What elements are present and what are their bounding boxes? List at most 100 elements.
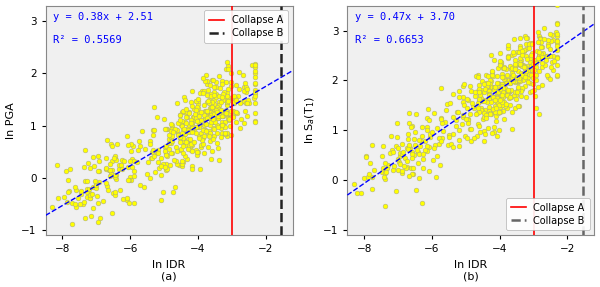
Point — [173, 101, 182, 105]
Point — [240, 109, 250, 114]
Point — [411, 187, 421, 192]
Point — [521, 54, 531, 58]
Point — [443, 142, 452, 147]
Point — [209, 116, 218, 120]
Point — [218, 110, 228, 114]
Point — [85, 166, 95, 170]
Point — [499, 77, 509, 82]
Point — [124, 178, 133, 182]
Point — [496, 86, 505, 91]
Point — [213, 114, 223, 118]
Point — [209, 84, 219, 89]
Point — [239, 98, 248, 103]
Point — [407, 125, 416, 130]
Point — [78, 201, 88, 206]
Point — [413, 160, 422, 165]
Point — [553, 22, 562, 26]
Point — [514, 50, 523, 54]
Point — [485, 111, 494, 116]
Point — [149, 105, 159, 110]
Point — [194, 114, 204, 118]
Point — [529, 70, 538, 74]
Point — [435, 162, 445, 167]
Point — [499, 66, 508, 71]
Point — [481, 112, 491, 117]
Point — [210, 119, 220, 124]
Point — [484, 88, 494, 93]
Point — [385, 150, 395, 155]
Point — [191, 99, 201, 103]
Point — [202, 100, 211, 104]
Point — [535, 40, 544, 45]
Point — [223, 64, 233, 69]
Point — [414, 176, 424, 181]
Point — [386, 134, 395, 139]
Point — [551, 30, 561, 34]
Point — [106, 171, 116, 176]
Point — [110, 154, 120, 159]
Point — [490, 103, 499, 108]
Point — [126, 178, 136, 183]
Point — [222, 90, 232, 95]
Point — [194, 119, 203, 123]
Point — [388, 150, 398, 154]
Point — [521, 42, 530, 46]
Point — [438, 128, 448, 133]
Point — [493, 95, 502, 99]
Point — [71, 188, 80, 193]
Point — [515, 36, 525, 41]
Point — [184, 136, 193, 141]
Point — [209, 98, 218, 102]
Point — [215, 111, 224, 116]
Point — [221, 119, 230, 124]
Point — [65, 167, 74, 172]
Point — [200, 79, 210, 84]
Point — [91, 178, 100, 183]
Point — [232, 82, 241, 87]
Point — [512, 76, 521, 81]
Point — [523, 64, 532, 69]
Point — [190, 106, 199, 111]
Point — [536, 40, 546, 44]
Point — [481, 80, 491, 85]
Point — [542, 54, 552, 59]
Point — [61, 168, 70, 173]
Point — [242, 87, 252, 91]
Point — [503, 89, 513, 93]
Point — [226, 79, 235, 84]
Point — [507, 77, 517, 82]
Point — [378, 166, 388, 170]
Point — [205, 123, 215, 127]
Point — [397, 152, 407, 156]
Point — [454, 144, 463, 149]
Point — [432, 153, 442, 158]
Point — [494, 99, 504, 103]
Point — [181, 142, 190, 147]
Point — [83, 187, 92, 191]
Point — [186, 118, 196, 123]
Point — [197, 138, 206, 143]
Point — [463, 98, 473, 102]
Point — [520, 75, 530, 79]
Point — [166, 151, 176, 156]
Point — [129, 169, 139, 173]
Point — [511, 80, 520, 85]
Point — [216, 100, 226, 104]
Point — [503, 87, 513, 92]
Point — [152, 115, 161, 120]
Point — [460, 102, 469, 107]
Point — [535, 54, 544, 59]
Point — [529, 67, 538, 72]
Point — [241, 85, 251, 90]
Point — [210, 109, 220, 113]
Point — [527, 41, 537, 45]
Point — [139, 184, 148, 189]
Point — [497, 97, 506, 101]
Point — [410, 130, 419, 134]
Point — [532, 58, 541, 63]
Point — [196, 91, 205, 96]
Point — [529, 57, 539, 62]
Point — [123, 143, 133, 148]
Point — [417, 201, 427, 205]
Point — [398, 170, 407, 175]
